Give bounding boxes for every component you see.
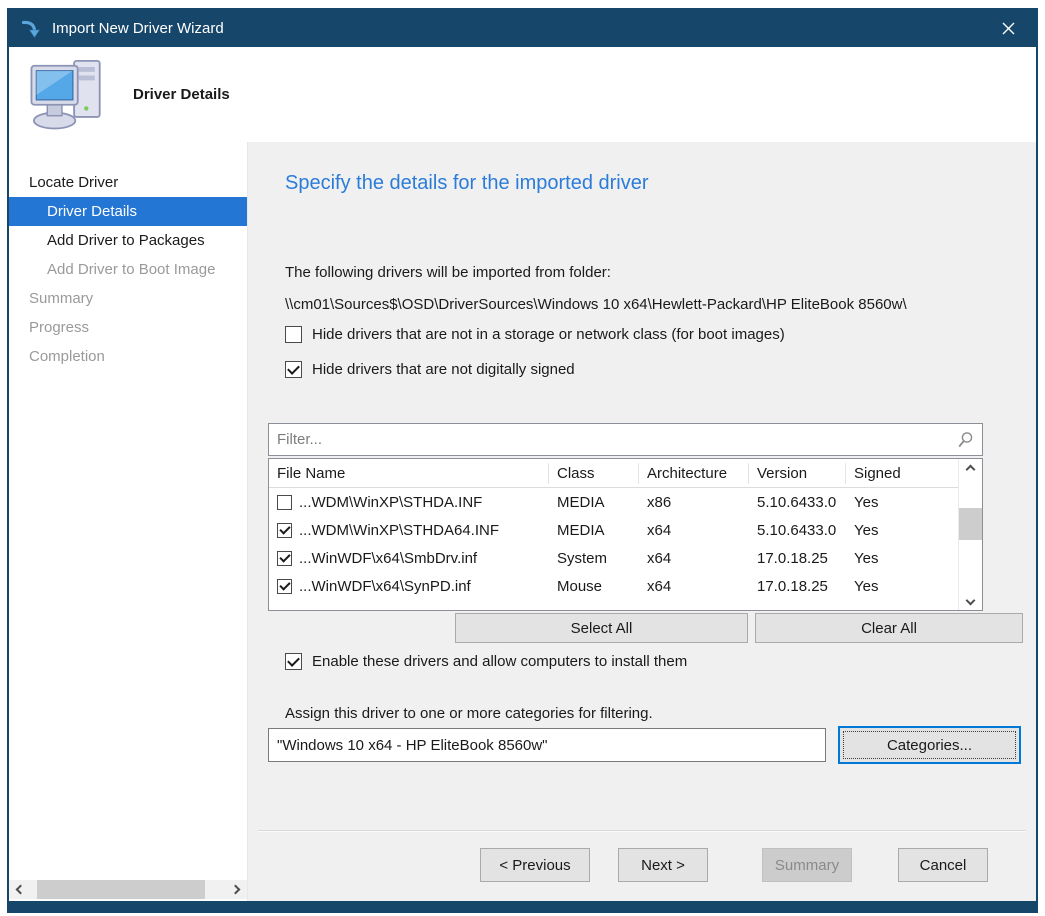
categories-button[interactable]: Categories...	[838, 726, 1021, 764]
filter-input[interactable]	[269, 431, 957, 448]
hide-unsigned-label: Hide drivers that are not digitally sign…	[312, 361, 575, 378]
column-header-signed[interactable]: Signed	[854, 464, 901, 482]
chevron-right-icon	[230, 884, 241, 895]
assign-categories-label: Assign this driver to one or more catego…	[285, 705, 653, 722]
chevron-left-icon	[15, 884, 26, 895]
cell-class: MEDIA	[557, 493, 605, 511]
table-row[interactable]: ...WDM\WinXP\STHDA.INF MEDIA x86 5.10.64…	[269, 488, 958, 516]
computer-icon	[30, 59, 101, 129]
row-checkbox[interactable]	[277, 494, 292, 510]
cell-version: 17.0.18.25	[757, 577, 828, 595]
window-title: Import New Driver Wizard	[52, 20, 224, 37]
cell-architecture: x86	[647, 493, 672, 511]
column-header-class[interactable]: Class	[549, 462, 639, 484]
scroll-down-button[interactable]	[959, 593, 982, 610]
cell-version: 5.10.6433.0	[757, 521, 837, 539]
hide-storage-label: Hide drivers that are not in a storage o…	[312, 326, 785, 343]
cell-class: System	[557, 549, 608, 567]
cell-version: 17.0.18.25	[757, 549, 828, 567]
select-all-button[interactable]: Select All	[455, 613, 748, 643]
search-icon	[958, 431, 973, 447]
title-bar: Import New Driver Wizard	[9, 10, 1036, 47]
content-heading: Specify the details for the imported dri…	[285, 172, 649, 194]
import-arrow-icon	[21, 20, 41, 38]
cell-signed: Yes	[854, 549, 879, 567]
table-row[interactable]: ...WDM\WinXP\STHDA64.INF MEDIA x64 5.10.…	[269, 516, 958, 544]
column-header-version[interactable]: Version	[749, 462, 846, 484]
next-button[interactable]: Next >	[618, 848, 708, 882]
enable-drivers-checkbox-row[interactable]: Enable these drivers and allow computers…	[285, 653, 687, 670]
cell-class: MEDIA	[557, 521, 605, 539]
close-button[interactable]	[986, 10, 1030, 47]
folder-intro-text: The following drivers will be imported f…	[285, 264, 611, 281]
hide-unsigned-checkbox-row[interactable]: Hide drivers that are not digitally sign…	[285, 361, 575, 378]
row-checkbox[interactable]	[277, 550, 292, 566]
scrollbar-thumb[interactable]	[959, 508, 982, 540]
hide-storage-checkbox-row[interactable]: Hide drivers that are not in a storage o…	[285, 326, 785, 343]
scroll-left-button[interactable]	[9, 880, 29, 899]
scrollbar-thumb[interactable]	[37, 880, 205, 899]
clear-all-button[interactable]: Clear All	[755, 613, 1023, 643]
cell-file-name: ...WinWDF\x64\SmbDrv.inf	[299, 549, 478, 567]
table-row[interactable]: ...WinWDF\x64\SmbDrv.inf System x64 17.0…	[269, 544, 958, 572]
driver-table: File Name Class Architecture Version Sig…	[268, 458, 983, 611]
cell-class: Mouse	[557, 577, 603, 595]
cell-file-name: ...WDM\WinXP\STHDA.INF	[299, 493, 483, 511]
scrollbar-track[interactable]	[29, 880, 227, 899]
wizard-header: Driver Details	[9, 47, 1036, 142]
page-title: Driver Details	[133, 86, 230, 103]
enable-drivers-checkbox[interactable]	[285, 653, 302, 670]
cell-architecture: x64	[647, 549, 672, 567]
sidebar-horizontal-scrollbar[interactable]	[9, 880, 247, 899]
hide-storage-checkbox[interactable]	[285, 326, 302, 343]
column-header-architecture[interactable]: Architecture	[639, 462, 749, 484]
row-checkbox[interactable]	[277, 522, 292, 538]
cancel-button[interactable]: Cancel	[898, 848, 988, 882]
table-vertical-scrollbar[interactable]	[958, 459, 982, 610]
cell-signed: Yes	[854, 577, 879, 595]
step-summary: Summary	[29, 290, 94, 307]
cell-signed: Yes	[854, 521, 879, 539]
summary-button: Summary	[762, 848, 852, 882]
step-progress: Progress	[29, 319, 90, 336]
table-row[interactable]: ...WinWDF\x64\SynPD.inf Mouse x64 17.0.1…	[269, 572, 958, 600]
cell-architecture: x64	[647, 577, 672, 595]
scroll-up-button[interactable]	[959, 459, 982, 476]
folder-path-text: \\cm01\Sources$\OSD\DriverSources\Window…	[285, 296, 907, 313]
step-completion: Completion	[29, 348, 105, 365]
filter-box	[268, 423, 983, 456]
previous-button[interactable]: < Previous	[480, 848, 590, 882]
hide-unsigned-checkbox[interactable]	[285, 361, 302, 378]
category-input[interactable]	[268, 728, 826, 762]
wizard-content: Specify the details for the imported dri…	[248, 142, 1036, 901]
step-driver-details-current: Driver Details	[9, 197, 247, 226]
wizard-steps-sidebar: Locate Driver Driver Details Add Driver …	[9, 142, 248, 901]
step-add-driver-to-packages: Add Driver to Packages	[47, 232, 205, 249]
wizard-window: Import New Driver Wizard Driver Details …	[7, 8, 1038, 913]
chevron-up-icon	[965, 464, 976, 474]
cell-signed: Yes	[854, 493, 879, 511]
cell-architecture: x64	[647, 521, 672, 539]
cell-file-name: ...WDM\WinXP\STHDA64.INF	[299, 521, 500, 539]
step-locate-driver: Locate Driver	[29, 174, 119, 191]
scroll-right-button[interactable]	[227, 880, 247, 899]
step-add-driver-to-boot-image: Add Driver to Boot Image	[47, 261, 216, 278]
table-header: File Name Class Architecture Version Sig…	[269, 459, 958, 488]
enable-drivers-label: Enable these drivers and allow computers…	[312, 653, 688, 670]
chevron-down-icon	[965, 595, 976, 605]
cell-file-name: ...WinWDF\x64\SynPD.inf	[299, 577, 471, 595]
column-header-file-name[interactable]: File Name	[269, 462, 549, 484]
row-checkbox[interactable]	[277, 578, 292, 594]
cell-version: 5.10.6433.0	[757, 493, 837, 511]
footer-separator	[258, 830, 1026, 832]
close-icon	[1002, 22, 1014, 35]
scrollbar-track[interactable]	[959, 476, 982, 593]
